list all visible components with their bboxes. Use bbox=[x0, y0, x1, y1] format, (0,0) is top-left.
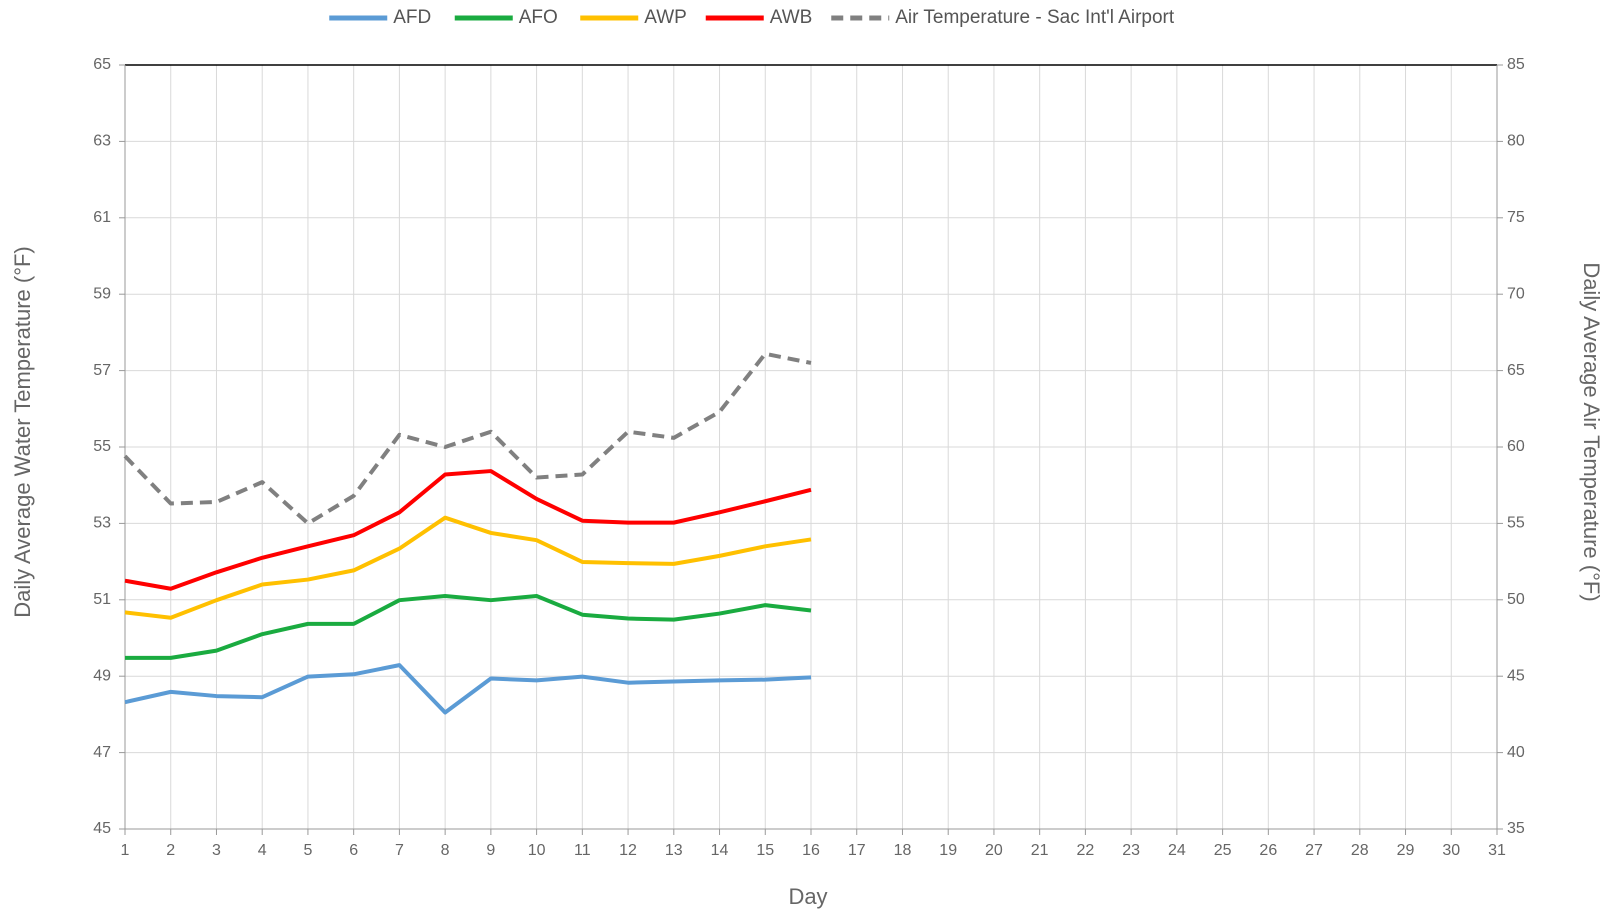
y-tick-label: 61 bbox=[93, 209, 111, 226]
y2-tick-label: 85 bbox=[1507, 56, 1525, 73]
series-line bbox=[125, 593, 812, 660]
x-tick-label: 28 bbox=[1351, 842, 1369, 859]
legend-label: AFD bbox=[393, 7, 431, 28]
y-tick-label: 45 bbox=[93, 820, 111, 837]
x-tick-label: 19 bbox=[939, 842, 957, 859]
legend-label: AFO bbox=[519, 7, 558, 28]
y2-tick-label: 50 bbox=[1507, 591, 1525, 608]
series-line bbox=[124, 515, 812, 620]
x-tick-label: 1 bbox=[121, 842, 130, 859]
y-tick-label: 63 bbox=[93, 133, 111, 150]
x-tick-label: 8 bbox=[441, 842, 450, 859]
x-tick-label: 24 bbox=[1168, 842, 1186, 859]
y2-tick-label: 60 bbox=[1507, 438, 1525, 455]
x-tick-label: 5 bbox=[303, 842, 312, 859]
x-tick-label: 7 bbox=[395, 842, 404, 859]
y2-tick-label: 80 bbox=[1507, 133, 1525, 150]
legend-label: AWB bbox=[770, 7, 813, 28]
x-tick-label: 2 bbox=[166, 842, 175, 859]
x-tick-label: 15 bbox=[756, 842, 774, 859]
y-tick-label: 53 bbox=[93, 515, 111, 532]
x-tick-label: 25 bbox=[1214, 842, 1232, 859]
x-tick-label: 4 bbox=[258, 842, 267, 859]
x-tick-label: 13 bbox=[665, 842, 683, 859]
y-tick-label: 57 bbox=[93, 362, 111, 379]
x-tick-label: 3 bbox=[212, 842, 221, 859]
x-tick-label: 16 bbox=[802, 842, 820, 859]
y-tick-label: 55 bbox=[93, 438, 111, 455]
y-tick-label: 47 bbox=[93, 744, 111, 761]
x-tick-label: 9 bbox=[486, 842, 495, 859]
x-tick-label: 11 bbox=[574, 842, 591, 859]
y2-tick-label: 65 bbox=[1507, 362, 1525, 379]
series-line bbox=[123, 351, 812, 526]
y2-tick-label: 70 bbox=[1507, 285, 1525, 302]
y-tick-label: 51 bbox=[93, 591, 111, 608]
x-tick-label: 6 bbox=[349, 842, 358, 859]
y2-tick-label: 35 bbox=[1507, 820, 1525, 837]
x-tick-label: 17 bbox=[848, 842, 866, 859]
x-tick-label: 30 bbox=[1442, 842, 1460, 859]
y-axis-label: Daily Average Water Temperature (°F) bbox=[10, 246, 35, 618]
y-tick-label: 59 bbox=[93, 285, 111, 302]
x-tick-label: 20 bbox=[985, 842, 1003, 859]
y2-tick-label: 45 bbox=[1507, 667, 1525, 684]
y2-tick-label: 75 bbox=[1507, 209, 1525, 226]
y2-tick-label: 40 bbox=[1507, 744, 1525, 761]
legend-label: AWP bbox=[644, 7, 687, 28]
y-tick-label: 65 bbox=[93, 56, 111, 73]
x-tick-label: 18 bbox=[894, 842, 912, 859]
x-tick-label: 29 bbox=[1397, 842, 1415, 859]
x-tick-label: 12 bbox=[619, 842, 637, 859]
x-axis-label: Day bbox=[788, 884, 827, 909]
x-tick-label: 31 bbox=[1488, 842, 1506, 859]
legend-label: Air Temperature - Sac Int'l Airport bbox=[895, 7, 1175, 28]
x-tick-label: 26 bbox=[1259, 842, 1277, 859]
y2-axis-label: Daily Average Air Temperature (°F) bbox=[1579, 262, 1604, 601]
x-tick-label: 22 bbox=[1077, 842, 1095, 859]
y2-tick-label: 55 bbox=[1507, 515, 1525, 532]
x-tick-label: 10 bbox=[528, 842, 546, 859]
x-tick-label: 14 bbox=[711, 842, 729, 859]
x-tick-label: 27 bbox=[1305, 842, 1323, 859]
x-tick-label: 23 bbox=[1122, 842, 1140, 859]
series-line bbox=[124, 469, 812, 591]
x-tick-label: 21 bbox=[1031, 842, 1049, 859]
series-line bbox=[124, 663, 812, 715]
y-tick-label: 49 bbox=[93, 667, 111, 684]
